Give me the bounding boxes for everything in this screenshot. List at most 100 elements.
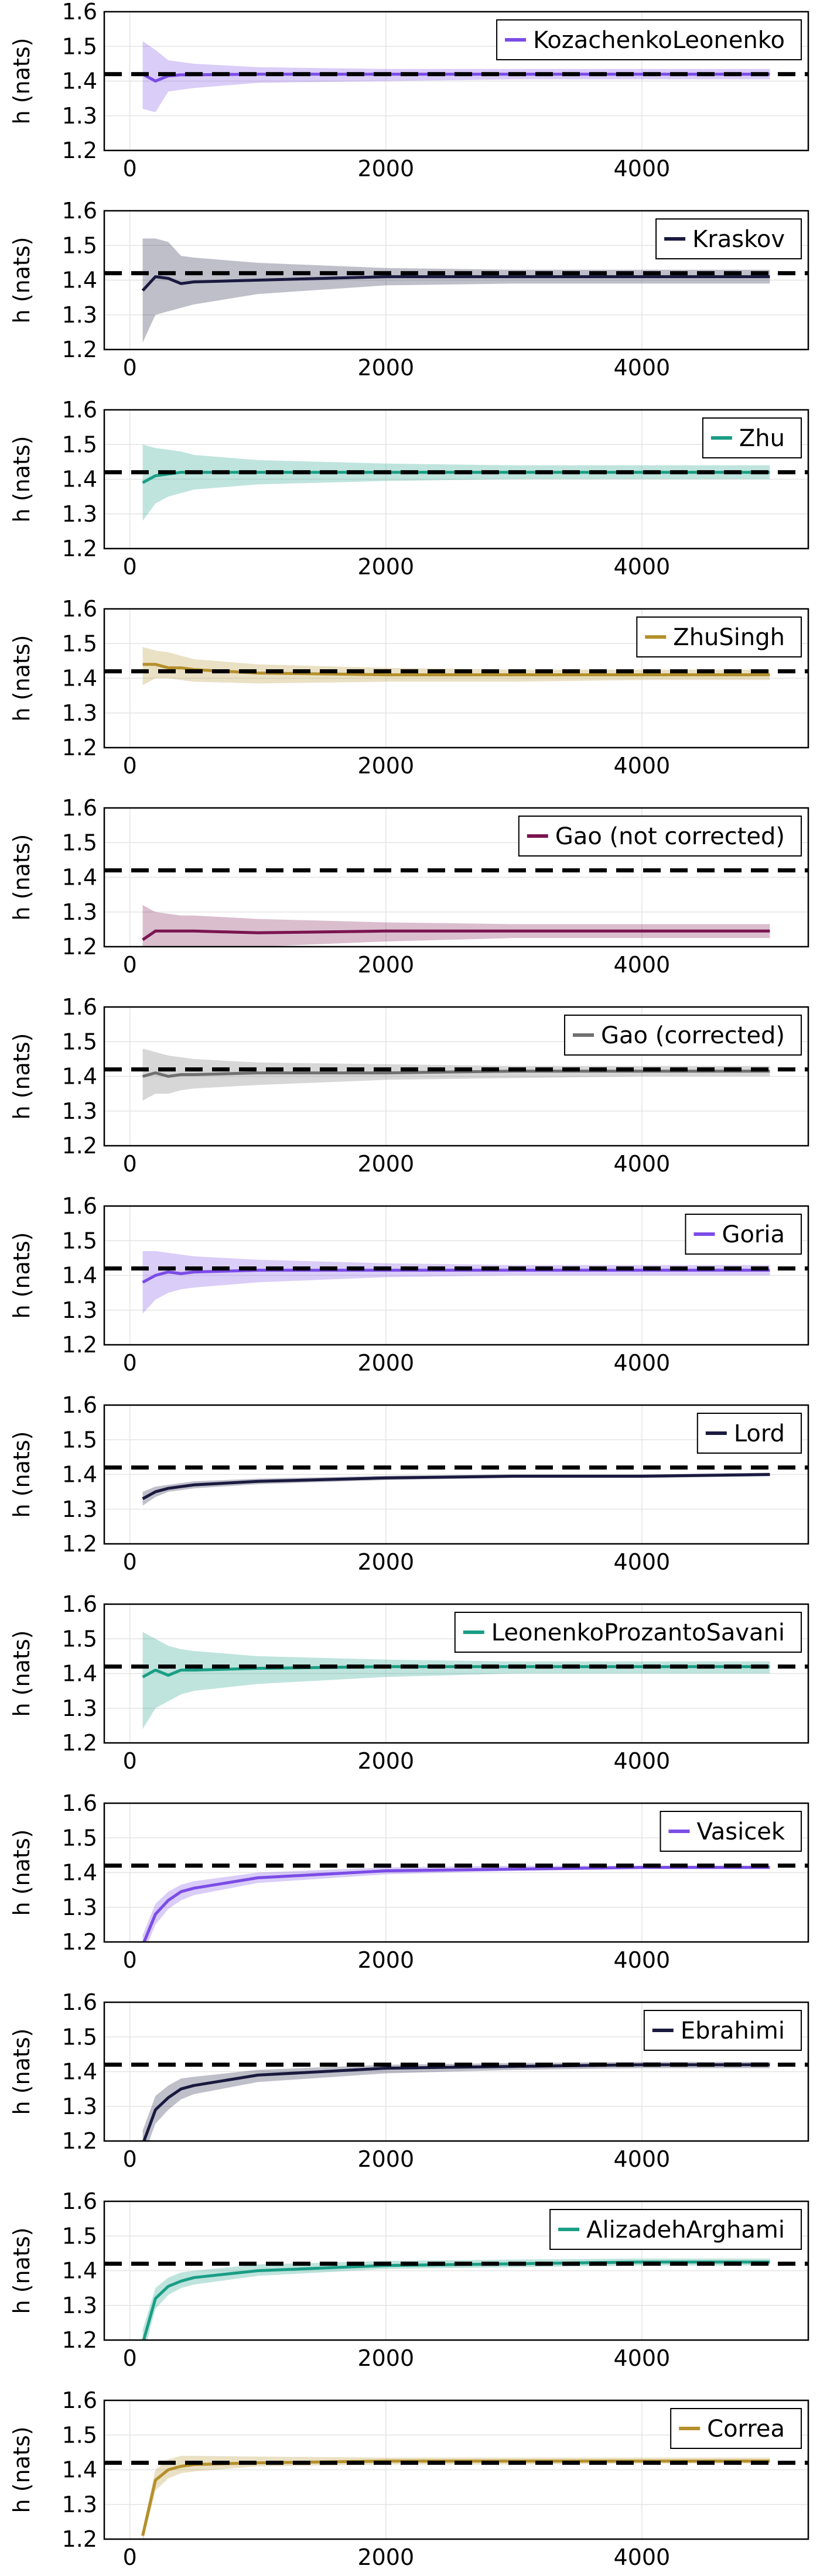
panel-7: 1.2 1.3 1.4 1.5 1.6 0 2000 4000 h (nats) Goria: [9, 1193, 809, 1376]
x-tick-label: 2000: [357, 1350, 414, 1376]
y-tick-label: 1.6: [62, 795, 97, 821]
confidence-band: [142, 2455, 770, 2539]
y-tick-label: 1.6: [62, 198, 97, 224]
y-tick-label: 1.4: [62, 268, 97, 293]
x-tick-label: 4000: [614, 1151, 671, 1177]
confidence-band: [142, 444, 770, 521]
data-area: [141, 2455, 770, 2539]
y-axis-label: h (nats): [9, 1033, 35, 1120]
mean-line: [142, 1473, 770, 1501]
legend: Goria: [685, 1214, 802, 1255]
y-tick-label: 1.6: [62, 397, 97, 423]
y-tick-label: 1.6: [62, 0, 97, 25]
y-tick-label: 1.4: [62, 2059, 97, 2085]
x-tick-label: 0: [123, 1748, 137, 1774]
y-tick-label: 1.2: [62, 2327, 97, 2353]
y-tick-label: 1.6: [62, 1392, 97, 1418]
y-tick-label: 1.2: [62, 1133, 97, 1159]
legend: ZhuSingh: [636, 616, 802, 657]
y-axis-label: h (nats): [9, 1431, 35, 1518]
y-axis-label: h (nats): [9, 2029, 35, 2115]
y-tick-label: 1.4: [62, 1661, 97, 1687]
legend-label: Vasicek: [697, 1818, 785, 1845]
y-tick-label: 1.2: [62, 1531, 97, 1557]
legend-label: Ebrahimi: [681, 2017, 785, 2044]
mean-line: [141, 275, 770, 292]
x-tick-label: 0: [123, 1947, 137, 1973]
panel-5: 1.2 1.3 1.4 1.5 1.6 0 2000 4000 h (nats) Gao (not…: [9, 795, 809, 978]
y-axis-label: h (nats): [9, 834, 35, 921]
x-tick-label: 0: [123, 355, 137, 381]
confidence-band: [142, 1049, 770, 1101]
y-tick-label: 1.5: [62, 1228, 97, 1253]
y-tick-label: 1.3: [62, 1297, 97, 1323]
y-tick-label: 1.3: [62, 1496, 97, 1522]
confidence-band: [142, 905, 770, 947]
panel-3: 1.2 1.3 1.4 1.5 1.6 0 2000 4000 h (nats) Zhu: [9, 397, 809, 580]
panel-11: 1.2 1.3 1.4 1.5 1.6 0 2000 4000 h (nats) Ebrahimi: [9, 1989, 809, 2172]
y-tick-label: 1.3: [62, 2293, 97, 2318]
legend: Gao (not corrected): [518, 816, 802, 857]
y-tick-label: 1.4: [62, 2457, 97, 2483]
legend-label: Correa: [707, 2416, 785, 2443]
confidence-band: [142, 1251, 770, 1314]
plot-frame: [103, 1603, 809, 1744]
y-tick-label: 1.3: [62, 700, 97, 726]
y-tick-label: 1.5: [62, 1427, 97, 1453]
x-tick-label: 4000: [614, 2146, 671, 2172]
y-tick-label: 1.6: [62, 596, 97, 622]
y-tick-label: 1.2: [62, 138, 97, 163]
y-tick-label: 1.4: [62, 2258, 97, 2284]
plot-frame: [103, 11, 809, 152]
legend: Gao (corrected): [564, 1015, 802, 1056]
y-tick-label: 1.2: [62, 2128, 97, 2154]
y-tick-label: 1.2: [62, 1929, 97, 1955]
data-area: [142, 2061, 770, 2141]
legend-box: [549, 2209, 802, 2250]
y-tick-label: 1.3: [62, 1895, 97, 1920]
x-tick-label: 4000: [614, 355, 671, 381]
data-area: [142, 1049, 770, 1101]
confidence-band: [142, 41, 770, 112]
legend-label: Kraskov: [692, 226, 785, 253]
plot-frame: [103, 2399, 809, 2540]
y-axis-label: h (nats): [9, 1630, 35, 1717]
y-tick-label: 1.4: [62, 666, 97, 691]
x-tick-label: 2000: [357, 2544, 414, 2570]
x-tick-label: 4000: [614, 2544, 671, 2570]
y-tick-label: 1.5: [62, 2024, 97, 2050]
legend-label: Gao (not corrected): [555, 823, 785, 850]
y-tick-label: 1.2: [62, 536, 97, 561]
x-tick-label: 0: [123, 2345, 137, 2371]
legend-box: [454, 1612, 802, 1653]
y-axis-label: h (nats): [9, 38, 35, 125]
data-area: [142, 1865, 770, 1942]
y-tick-label: 1.2: [62, 1730, 97, 1756]
legend-label: Lord: [734, 1420, 785, 1447]
legend-box: [496, 19, 802, 60]
data-area: [142, 1472, 770, 1506]
x-tick-label: 2000: [357, 753, 414, 779]
x-tick-label: 2000: [357, 952, 414, 978]
x-tick-label: 4000: [614, 1947, 671, 1973]
legend: KozachenkoLeonenko: [496, 19, 802, 60]
panel-8: 1.2 1.3 1.4 1.5 1.6 0 2000 4000 h (nats) Lord: [9, 1392, 809, 1575]
x-tick-label: 4000: [614, 156, 671, 181]
legend: Vasicek: [660, 1811, 802, 1852]
panel-9: 1.2 1.3 1.4 1.5 1.6 0 2000 4000 h (nats) Leonenko…: [9, 1591, 809, 1774]
plot-frame: [103, 608, 809, 749]
x-tick-label: 0: [123, 1549, 137, 1575]
y-tick-label: 1.3: [62, 501, 97, 527]
y-tick-label: 1.5: [62, 1626, 97, 1652]
panel-4: 1.2 1.3 1.4 1.5 1.6 0 2000 4000 h (nats) ZhuSingh: [9, 596, 809, 779]
y-tick-label: 1.2: [62, 337, 97, 362]
panel-6: 1.2 1.3 1.4 1.5 1.6 0 2000 4000 h (nats) Gao (cor…: [9, 994, 809, 1177]
x-tick-label: 4000: [614, 753, 671, 779]
y-tick-label: 1.4: [62, 1860, 97, 1886]
data-area: [142, 444, 770, 521]
mean-line: [142, 1866, 770, 1942]
y-tick-label: 1.5: [62, 2422, 97, 2448]
y-tick-label: 1.6: [62, 2387, 97, 2413]
legend-label: KozachenkoLeonenko: [533, 27, 785, 54]
